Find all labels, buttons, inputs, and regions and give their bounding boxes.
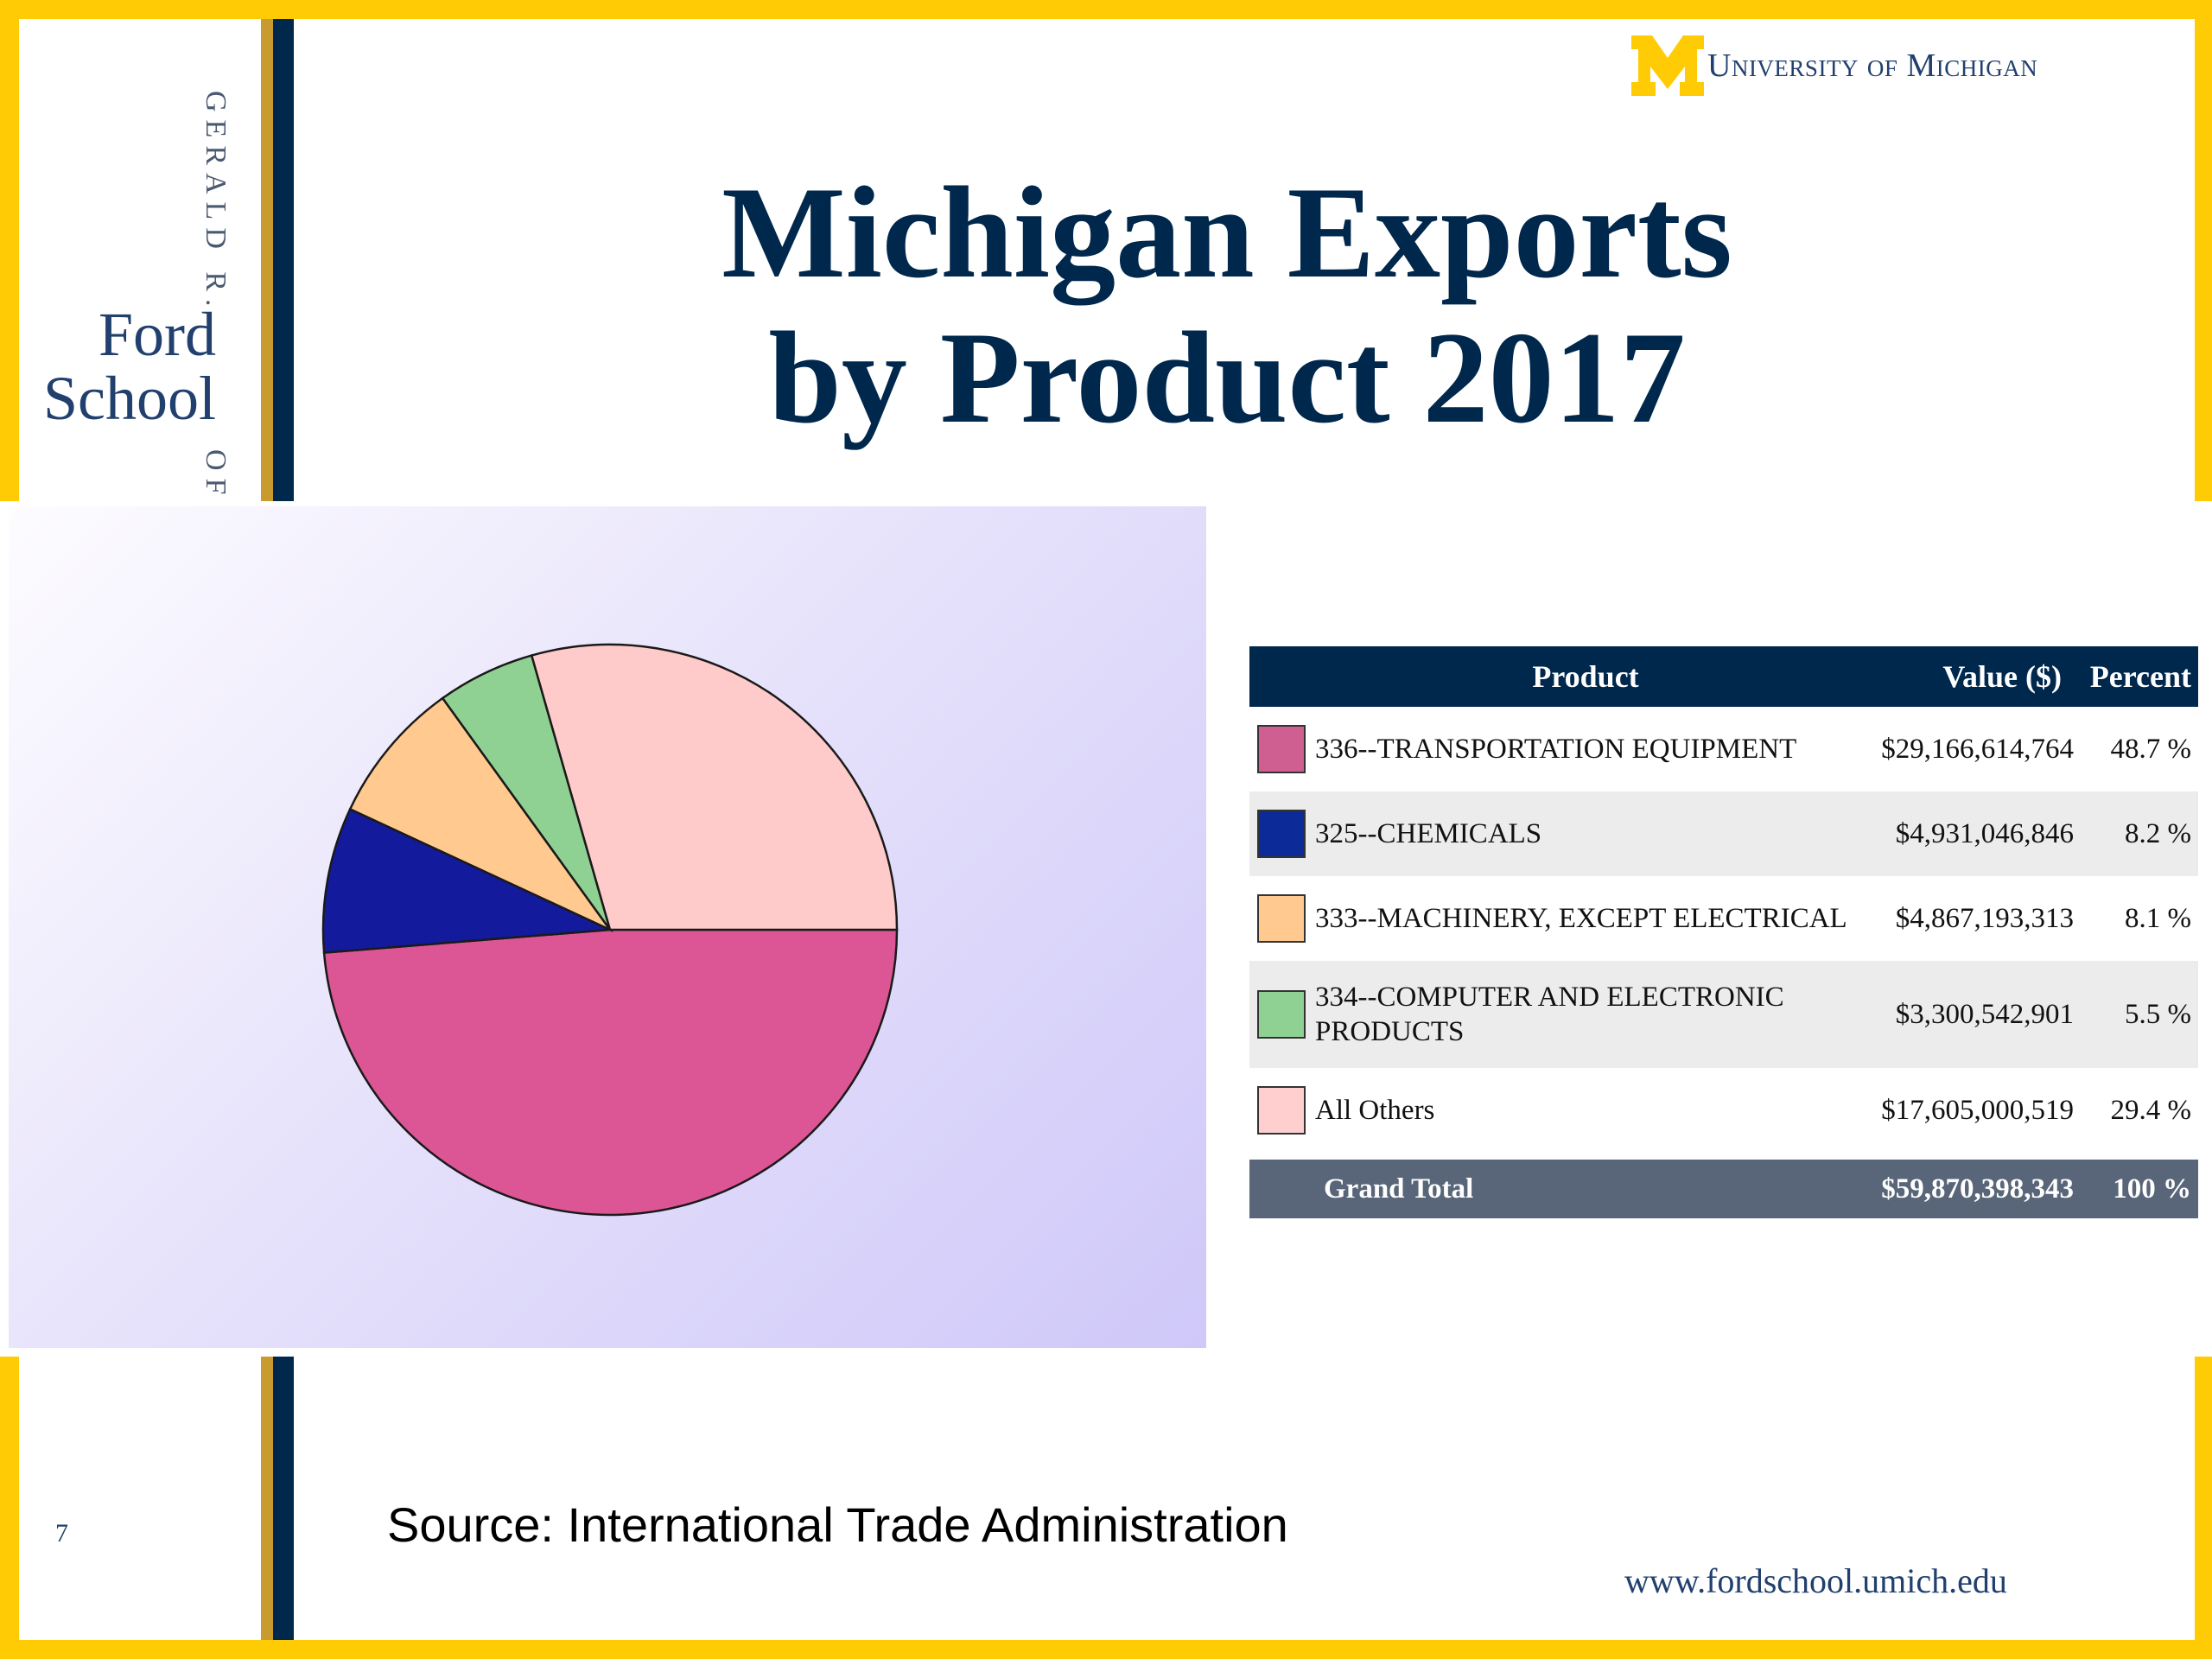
grand-total-label: Grand Total <box>1324 1173 1474 1205</box>
table-row: 333--MACHINERY, EXCEPT ELECTRICAL $4,867,… <box>1249 876 2198 961</box>
grand-total-value: $59,870,398,343 <box>1881 1173 2074 1205</box>
export-table: Product Value ($) Percent 336--TRANSPORT… <box>1249 646 2198 1218</box>
table-header-row: Product Value ($) Percent <box>1249 646 2198 707</box>
university-logo: University of Michigan <box>1631 31 2037 100</box>
table-row: 334--COMPUTER AND ELECTRONIC PRODUCTS $3,… <box>1249 961 2198 1068</box>
grand-total-percent: 100 % <box>2113 1173 2191 1205</box>
sidebar-vertical-text: GERALD R. <box>200 91 232 315</box>
slide-title: Michigan Exports by Product 2017 <box>518 160 1936 450</box>
university-name: University of Michigan <box>1707 48 2038 84</box>
page-number: 7 <box>55 1519 68 1548</box>
table-row: 336--TRANSPORTATION EQUIPMENT $29,166,614… <box>1249 707 2198 791</box>
school-name-line1: Ford <box>98 300 216 369</box>
percent-label: 48.7 % <box>2110 733 2192 765</box>
source-citation: Source: International Trade Administrati… <box>387 1497 1288 1552</box>
table-row: 325--CHEMICALS $4,931,046,846 8.2 % <box>1249 791 2198 876</box>
pie-slice <box>321 807 614 954</box>
pie-slice <box>530 643 899 931</box>
value-label: $17,605,000,519 <box>1881 1094 2074 1126</box>
value-label: $29,166,614,764 <box>1881 733 2074 765</box>
legend-swatch <box>1257 990 1306 1039</box>
pie-chart-area <box>9 506 1206 1348</box>
school-name-line2: School <box>42 364 216 433</box>
header-product: Product <box>1532 659 1639 694</box>
title-line1: Michigan Exports <box>721 160 1732 305</box>
legend-swatch <box>1257 725 1306 773</box>
legend-swatch <box>1257 810 1306 858</box>
pie-slice <box>322 928 899 1217</box>
value-label: $3,300,542,901 <box>1895 998 2074 1030</box>
percent-label: 5.5 % <box>2125 998 2191 1030</box>
ford-school-wordmark: Ford School <box>26 302 216 430</box>
percent-label: 29.4 % <box>2110 1094 2192 1126</box>
table-body: 336--TRANSPORTATION EQUIPMENT $29,166,614… <box>1249 707 2198 1153</box>
title-line2: by Product 2017 <box>768 305 1686 450</box>
table-row: All Others $17,605,000,519 29.4 % <box>1249 1068 2198 1153</box>
sidebar-vertical-text-2: OF <box>200 449 232 503</box>
product-label: 325--CHEMICALS <box>1315 818 1542 849</box>
value-label: $4,931,046,846 <box>1895 817 2074 849</box>
pie-slice <box>348 696 613 933</box>
grand-total-row: Grand Total $59,870,398,343 100 % <box>1249 1160 2198 1218</box>
block-m-icon <box>1631 35 1704 96</box>
product-label: 336--TRANSPORTATION EQUIPMENT <box>1315 734 1797 765</box>
product-label: 334--COMPUTER AND ELECTRONIC PRODUCTS <box>1315 982 1784 1047</box>
value-label: $4,867,193,313 <box>1895 902 2074 934</box>
chart-panel: Product Value ($) Percent 336--TRANSPORT… <box>0 501 2212 1357</box>
percent-label: 8.2 % <box>2125 817 2191 849</box>
pie-chart <box>321 643 899 1217</box>
product-label: All Others <box>1315 1095 1435 1126</box>
header-percent: Percent <box>2089 659 2191 694</box>
legend-swatch <box>1257 894 1306 943</box>
website-url[interactable]: www.fordschool.umich.edu <box>1624 1561 2007 1600</box>
product-label: 333--MACHINERY, EXCEPT ELECTRICAL <box>1315 903 1847 934</box>
legend-swatch <box>1257 1086 1306 1135</box>
percent-label: 8.1 % <box>2125 902 2191 934</box>
header-value: Value ($) <box>1942 659 2062 694</box>
